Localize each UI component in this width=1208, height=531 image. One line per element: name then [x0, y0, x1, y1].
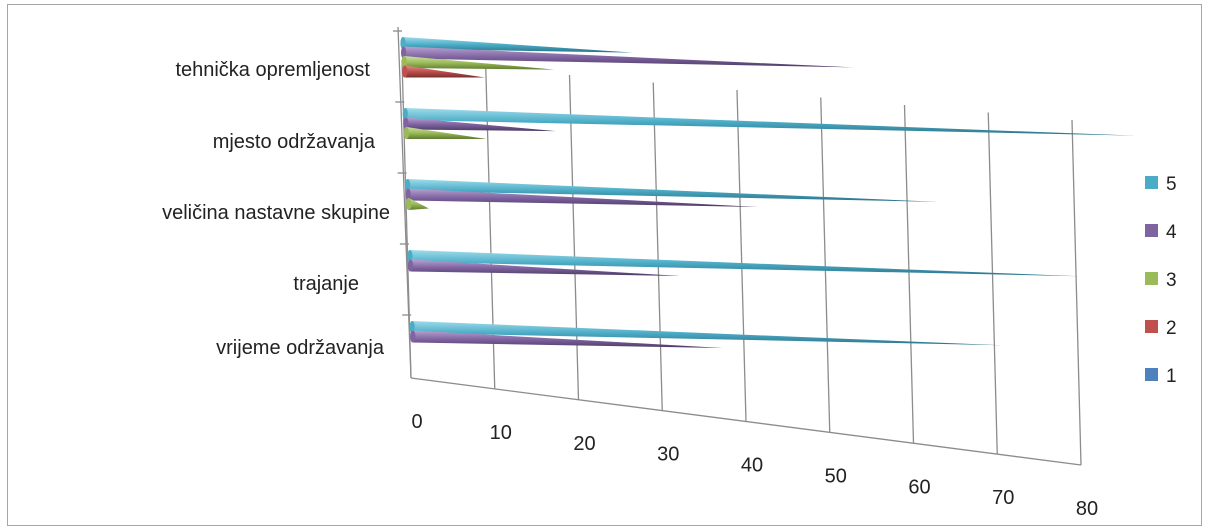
cone-series-5 — [402, 108, 1136, 136]
cone-series-4 — [405, 188, 759, 207]
cone-series-4 — [403, 117, 556, 132]
labels-layer: tehnička opremljenost mjesto održavanja ve… — [162, 59, 390, 359]
x-tick-label: 60 — [908, 476, 930, 498]
cone-base-series-3 — [406, 198, 412, 210]
legend-label-3: 3 — [1166, 270, 1177, 291]
cone-base-series-4 — [407, 259, 414, 272]
cone-series-2 — [402, 65, 485, 78]
x-axis-line — [410, 377, 1082, 466]
axis-layer: 0 10 20 30 40 50 60 70 80 — [393, 26, 1098, 520]
gridline — [736, 89, 747, 422]
cone-base-series-3 — [401, 56, 407, 68]
cone-series-4 — [408, 259, 681, 277]
cone-series-5 — [400, 37, 633, 53]
gridline — [568, 74, 580, 400]
category-label: tehnička opremljenost — [175, 59, 370, 81]
category-label: vrijeme održavanja — [216, 337, 385, 359]
x-tick-label: 40 — [741, 455, 763, 477]
legend-label-4: 4 — [1166, 222, 1177, 243]
cone-series-4 — [401, 46, 854, 68]
legend-swatch-3 — [1145, 272, 1158, 285]
bars-layer — [400, 37, 1136, 349]
cone-series-5 — [407, 250, 1080, 277]
legend-swatch-4 — [1145, 224, 1158, 237]
cone-series-3 — [401, 56, 555, 70]
legend-swatch-2 — [1145, 320, 1158, 333]
gridline — [1071, 119, 1082, 466]
category-label: mjesto održavanja — [213, 131, 376, 153]
legend-label-1: 1 — [1166, 366, 1177, 387]
x-tick-label: 20 — [573, 433, 595, 455]
cone-series-5 — [405, 179, 938, 202]
x-tick-label: 50 — [825, 465, 847, 487]
x-tick-label: 70 — [992, 487, 1014, 509]
category-label: trajanje — [293, 273, 359, 295]
cone-base-series-4 — [401, 46, 407, 59]
x-tick-label: 0 — [411, 411, 422, 433]
cone-base-series-2 — [402, 65, 408, 78]
cone-base-series-5 — [400, 37, 406, 49]
y-axis-line — [397, 26, 412, 379]
gridline — [903, 104, 915, 444]
gridline — [652, 82, 663, 411]
legend-label-2: 2 — [1166, 318, 1177, 339]
legend-swatch-5 — [1145, 176, 1158, 189]
gridline — [820, 97, 831, 433]
legend-swatch-1 — [1145, 368, 1158, 381]
cone-base-series-3 — [403, 127, 410, 139]
legend: 5 4 3 2 1 — [1145, 174, 1177, 387]
cone-base-series-5 — [405, 179, 411, 191]
cone-series-3 — [406, 198, 429, 210]
cone-base-series-4 — [410, 330, 416, 343]
cone-series-3 — [404, 127, 487, 139]
legend-label-5: 5 — [1166, 174, 1177, 195]
x-tick-label: 80 — [1076, 498, 1098, 520]
x-tick-label: 30 — [657, 444, 679, 466]
cone-base-series-5 — [409, 321, 415, 333]
cone-series-4 — [410, 330, 723, 349]
category-label: veličina nastavne skupine — [162, 202, 390, 224]
cone-series-5 — [409, 321, 1003, 346]
gridline — [987, 112, 998, 455]
cone-base-series-4 — [405, 188, 411, 201]
cone-base-series-5 — [407, 250, 413, 262]
cone-base-series-4 — [403, 117, 409, 130]
x-tick-label: 10 — [490, 422, 512, 444]
cone-base-series-5 — [402, 108, 408, 120]
